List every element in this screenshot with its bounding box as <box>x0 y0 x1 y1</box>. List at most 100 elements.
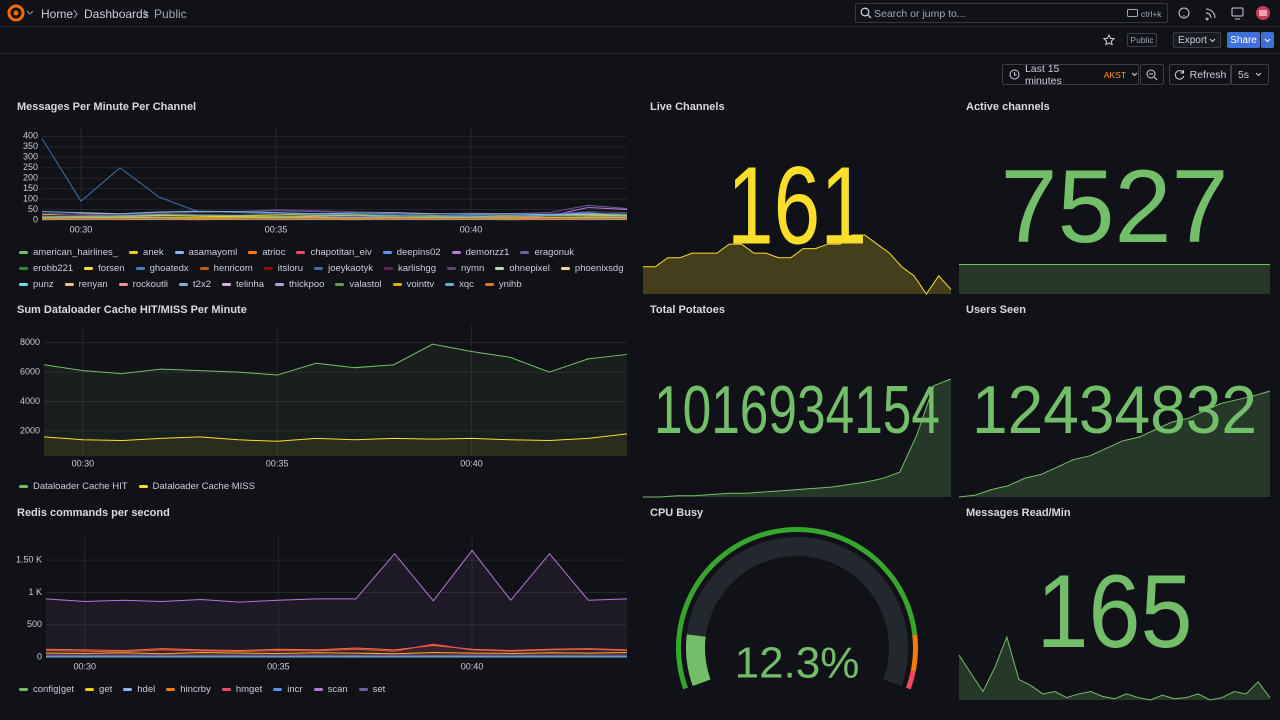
legend-item[interactable]: eragonuk <box>520 246 574 259</box>
legend-item[interactable]: hmget <box>221 683 263 696</box>
y-tick-label: 6000 <box>20 366 40 376</box>
legend-item[interactable]: renyan <box>64 278 108 291</box>
legend-item[interactable]: scan <box>313 683 348 696</box>
x-tick-label: 00:40 <box>460 458 483 468</box>
legend-swatch <box>84 267 94 270</box>
legend-item[interactable]: american_hairlines_ <box>19 246 118 259</box>
gauge-track <box>686 537 908 686</box>
legend-item[interactable]: incr <box>273 683 303 696</box>
breadcrumb[interactable]: Dashboards <box>84 7 149 21</box>
legend-item[interactable]: xqc <box>445 278 474 291</box>
legend-label: atrioc <box>262 247 286 258</box>
legend-item[interactable]: rockoutli <box>118 278 168 291</box>
panel-title: Total Potatoes <box>650 304 725 316</box>
export-button[interactable]: Export <box>1173 32 1221 48</box>
time-picker[interactable]: Last 15 minutes AKST <box>1002 62 1139 87</box>
legend-item[interactable]: asamayoml <box>174 246 238 259</box>
breadcrumb[interactable]: Home <box>41 7 74 21</box>
legend-item[interactable]: ohnepixel <box>495 262 550 275</box>
legend-item[interactable]: t2x2 <box>179 278 211 291</box>
legend-item[interactable]: config|get <box>19 683 74 696</box>
legend-item[interactable]: ghoatedx <box>135 262 189 275</box>
panel-chart: 0 500 1 K 1.50 K 00:30 00:35 00:40 <box>16 535 628 671</box>
legend-swatch <box>166 688 176 691</box>
header-icons[interactable] <box>1177 6 1277 22</box>
series-line <box>41 210 628 216</box>
legend-item[interactable]: henricom <box>199 262 253 275</box>
star-icon[interactable] <box>1103 34 1115 46</box>
legend-item[interactable]: itsloru <box>263 262 304 275</box>
series-line <box>45 549 628 603</box>
legend-item[interactable]: karlishgg <box>383 262 436 275</box>
panel: Redis commands per second 0 500 1 K 1.50 K 00… <box>8 502 636 702</box>
legend-item[interactable]: set <box>358 683 386 696</box>
legend-item[interactable]: vointtv <box>392 278 434 291</box>
zoom-icon <box>1146 69 1158 80</box>
legend-item[interactable]: thickpoo <box>275 278 324 291</box>
panel-chart: 161 <box>643 145 952 295</box>
time-range: Last 15 minutes <box>1024 62 1062 87</box>
legend-item[interactable]: phoenixsdg <box>560 262 624 275</box>
x-tick-label: 00:30 <box>70 224 93 234</box>
legend-swatch <box>19 283 28 286</box>
legend-item[interactable]: ynihb <box>484 278 522 291</box>
share-button[interactable]: Share <box>1227 32 1260 48</box>
refresh-button[interactable]: Refresh <box>1169 64 1231 85</box>
legend-label: itsloru <box>277 263 304 274</box>
legend-label: thickpoo <box>289 279 325 290</box>
logo[interactable] <box>7 4 37 22</box>
panel-chart: 2000 4000 6000 8000 00:30 00:35 00:40 <box>20 325 628 468</box>
legend-item[interactable]: nymn <box>447 262 484 275</box>
y-tick-label: 150 <box>23 183 38 193</box>
search-placeholder: Search or jump to... <box>874 8 966 20</box>
timezone: AKST <box>1103 69 1127 80</box>
legend-item[interactable]: atrioc <box>248 246 285 259</box>
legend: american_hairlines_ anek asamayoml atrioc ch… <box>19 246 629 291</box>
series-line <box>41 214 628 218</box>
legend-label: t2x2 <box>193 279 212 290</box>
panel: CPU Busy 12.3% <box>641 502 953 702</box>
panel-chart: 12434832 <box>958 372 1271 498</box>
legend-item[interactable]: telinha <box>222 278 264 291</box>
stat-value: 165 <box>1037 554 1193 670</box>
refresh-icon <box>1174 70 1184 80</box>
legend-item[interactable]: forsen <box>84 262 125 275</box>
refresh-interval[interactable]: 5s <box>1231 64 1269 85</box>
legend-label: erobb221 <box>33 263 74 274</box>
legend-item[interactable]: anek <box>129 246 164 259</box>
legend-item[interactable]: hincrby <box>166 683 211 696</box>
panel-title: CPU Busy <box>650 507 704 519</box>
legend-item[interactable]: joeykaotyk <box>314 262 373 275</box>
threshold-band <box>906 670 916 690</box>
legend-item[interactable]: valastol <box>335 278 382 291</box>
share-menu[interactable] <box>1261 32 1274 48</box>
sparkline-area <box>959 391 1270 497</box>
legend-swatch <box>19 688 28 691</box>
legend-item[interactable]: Dataloader Cache MISS <box>138 480 255 493</box>
legend-item[interactable]: chapotitan_eiv <box>296 246 372 259</box>
search-box[interactable]: Search or jump to... ctrl+k <box>855 3 1168 23</box>
top-bar: Home Dashboards Public Search or jump to… <box>0 0 1280 27</box>
legend-item[interactable]: get <box>85 683 112 696</box>
legend-swatch <box>296 251 306 254</box>
legend-swatch <box>520 251 530 254</box>
legend-item[interactable]: deepins02 <box>382 246 441 259</box>
panel-title: Active channels <box>966 101 1050 113</box>
legend-item[interactable]: Dataloader Cache HIT <box>19 480 128 493</box>
y-tick-label: 350 <box>23 141 38 151</box>
legend-item[interactable]: punz <box>19 278 54 291</box>
legend-label: set <box>372 684 386 695</box>
zoom-out[interactable] <box>1140 64 1164 85</box>
legend-label: asamayoml <box>188 247 238 258</box>
threshold-band <box>910 634 918 672</box>
legend-item[interactable]: hdel <box>123 683 155 696</box>
legend-swatch <box>179 283 189 286</box>
series-area <box>44 433 627 456</box>
legend-swatch <box>174 251 184 254</box>
legend-item[interactable]: erobb221 <box>19 262 73 275</box>
legend-swatch <box>495 267 505 270</box>
series-area <box>46 645 627 657</box>
legend-label: hmget <box>235 684 263 695</box>
legend-item[interactable]: demonzz1 <box>451 246 509 259</box>
legend-label: anek <box>143 247 164 258</box>
